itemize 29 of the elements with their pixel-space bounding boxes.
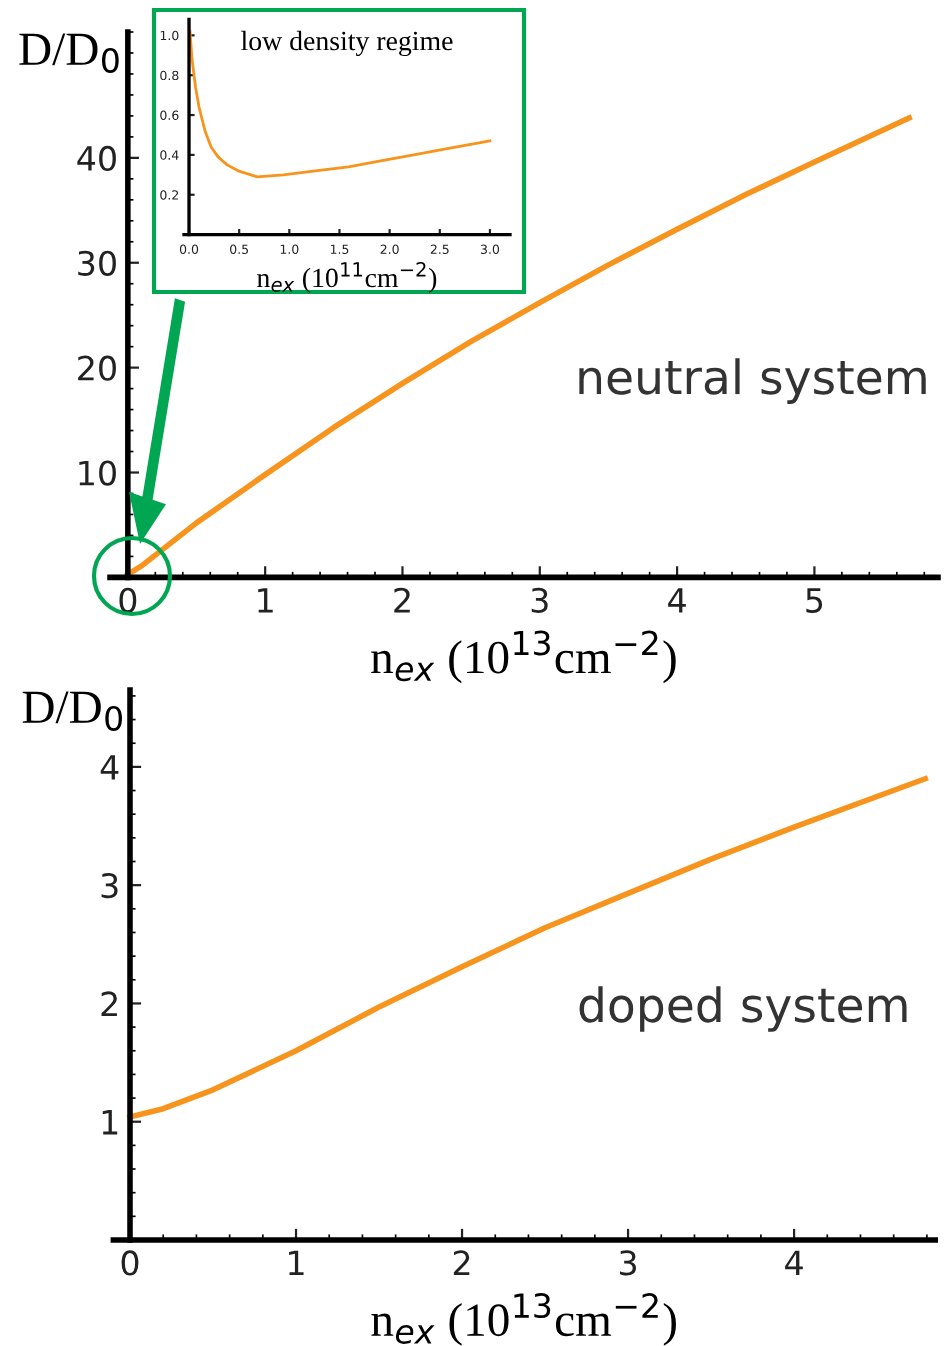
x-tick-label: 4 xyxy=(668,588,686,613)
line-series xyxy=(188,29,492,179)
y-tick-label: 3 xyxy=(101,873,118,899)
y-tick-label: 20 xyxy=(78,355,116,381)
y-axis-title: D/D$_{0}$ xyxy=(22,691,122,731)
chart-title: low density regime xyxy=(241,30,453,57)
x-tick-label: 3 xyxy=(531,587,548,613)
annotation: neutral system xyxy=(579,358,926,404)
x-tick-label: 4 xyxy=(785,1250,803,1276)
line-series xyxy=(127,775,929,1120)
x-tick-label: 5 xyxy=(806,588,823,613)
y-tick-label: 1 xyxy=(102,1110,118,1135)
y-tick-label: 10 xyxy=(79,460,116,486)
x-tick-label: 0 xyxy=(119,587,137,613)
y-tick-label: 4 xyxy=(100,755,119,780)
x-tick-label: 2 xyxy=(453,1250,470,1276)
x-tick-label: 1 xyxy=(258,588,273,613)
y-tick-label: 40 xyxy=(77,145,116,171)
x-axis-title: n$_{ex}$ (10$^{13}$cm$^{−2}$) xyxy=(371,630,676,684)
x-tick-label: 2 xyxy=(394,587,410,613)
y-axis-title: D/D$_{0}$ xyxy=(19,33,119,73)
x-tick-label: 0 xyxy=(121,1250,139,1276)
x-tick-label: 3 xyxy=(620,1250,636,1276)
x-axis-title: n$_{ex}$ (10$^{11}$cm$^{−2}$) xyxy=(257,261,437,293)
x-axis-title: n$_{ex}$ (10$^{13}$cm$^{−2}$) xyxy=(371,1293,676,1346)
x-tick-label: 1 xyxy=(289,1250,304,1276)
annotation: doped system xyxy=(579,986,907,1032)
y-tick-label: 2 xyxy=(101,991,117,1017)
y-tick-label: 30 xyxy=(78,250,116,276)
